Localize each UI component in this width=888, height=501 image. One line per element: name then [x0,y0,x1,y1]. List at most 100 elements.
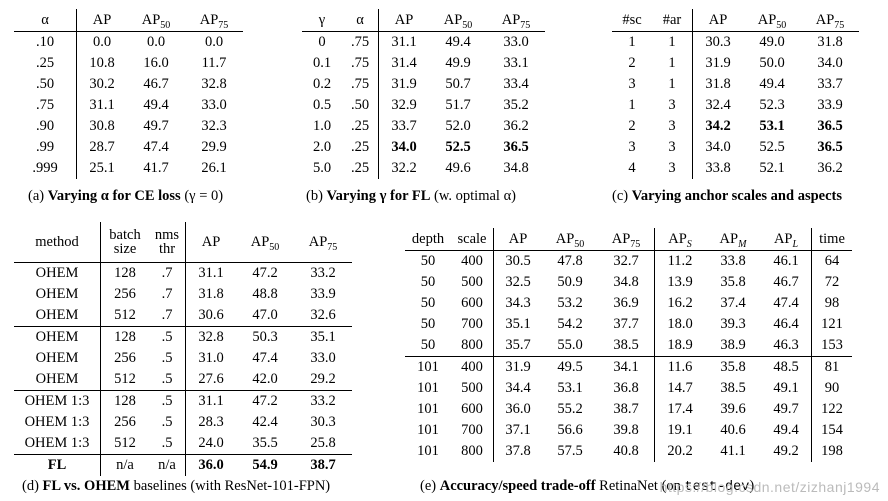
col-ap: AP [76,9,127,32]
table-row: 101 700 37.1 56.6 39.8 19.1 40.6 49.4 154 [405,420,852,441]
table-cell: 49.1 [761,378,812,399]
table-cell: 28.3 [198,414,224,430]
col-time: time [811,228,852,251]
table-cell: 54.9 [236,454,294,476]
table-cell: 47.0 [252,307,278,323]
caption-a: (a) Varying α for CE loss (γ = 0) [28,188,224,204]
table-cell: 256 [114,286,136,302]
table-cell: 55.2 [557,401,583,417]
table-cell: 34.1 [598,356,655,378]
table-cell: .75 [14,95,77,116]
table-cell: 49.5 [542,356,598,378]
col-aps: APS [654,228,705,251]
table-cell: 25.8 [310,435,336,451]
table-cell: 3 [652,137,693,158]
table-row: .10 0.0 0.0 0.0 [14,31,243,53]
table-cell: .5 [149,433,186,455]
table-cell: 33.8 [720,253,746,269]
table-cell: OHEM 1:3 [14,412,101,433]
table-cell: 47.4 [252,350,278,366]
table-a: α AP AP50 AP75 .10 0.0 0.0 0.0 .25 10.8 16.0 11… [14,9,243,179]
table-cell: 49.4 [759,76,785,92]
table-cell: OHEM [14,284,101,305]
table-cell: 35.1 [294,326,352,348]
table-cell: 33.9 [817,97,843,113]
table-cell: 64 [824,253,840,269]
table-cell: 35.7 [505,337,531,353]
table-cell: .90 [14,116,77,137]
table-cell: .25 [342,137,379,158]
table-cell: 57.5 [557,443,583,459]
table-cell: .5 [149,369,186,391]
table-cell: 256 [114,414,136,430]
table-cell: 3 [628,76,636,92]
table-cell: 56.6 [557,422,583,438]
table-b: γ α AP AP50 AP75 0 .75 31.1 49.4 33.0 0.1 .75 3… [302,9,545,179]
table-cell: OHEM 1:3 [14,433,101,455]
table-cell: 50.3 [236,326,294,348]
table-cell: 38.9 [720,337,746,353]
table-cell: 101 [417,401,439,417]
col-ap75: AP75 [185,9,243,32]
table-cell: 29.9 [201,139,227,155]
table-cell: 128 [100,390,149,412]
table-cell: 81 [811,356,852,378]
table-cell: 30.8 [89,118,115,134]
table-cell: 46.7 [143,76,169,92]
table-cell: 49.6 [445,160,471,176]
table-cell: 49.0 [759,34,785,50]
table-cell: .25 [342,158,379,179]
table-cell: 52.3 [759,97,785,113]
caption-c: (c) Varying anchor scales and aspects [612,188,842,204]
table-cell: 49.7 [143,118,169,134]
table-cell: 52.5 [759,139,785,155]
col-alpha: α [342,9,379,32]
table-cell: 1 [652,74,693,95]
table-cell: 54.2 [557,316,583,332]
col-apl: APL [761,228,812,251]
table-cell: 35.8 [720,274,746,290]
table-cell: 33.8 [705,160,731,176]
col-ap75: AP75 [801,9,859,32]
table-cell: 31.1 [89,97,115,113]
table-cell: 800 [451,335,494,357]
table-cell: 800 [451,441,494,462]
table-cell: 50.9 [557,274,583,290]
table-cell: 37.1 [505,422,531,438]
table-cell: 13.9 [667,274,693,290]
table-cell: 3 [652,95,693,116]
table-row: 0.1 .75 31.4 49.9 33.1 [302,53,545,74]
table-cell: 128 [114,265,136,281]
table-cell: 32.3 [201,118,227,134]
table-cell: 47.4 [143,139,169,155]
table-cell: 32.2 [391,160,417,176]
table-cell: 33.0 [503,34,529,50]
table-cell: 52.0 [445,118,471,134]
table-cell: 31.9 [705,55,731,71]
table-row: 1 1 30.3 49.0 31.8 [612,31,859,53]
table-cell: 33.9 [310,286,336,302]
table-cell: 33.7 [817,76,843,92]
table-cell: 11.6 [654,356,705,378]
table-cell: 48.8 [252,286,278,302]
table-cell: .7 [149,305,186,327]
table-cell: 30.2 [89,76,115,92]
table-cell: 38.5 [720,380,746,396]
table-cell: 28.7 [89,139,115,155]
table-cell: 53.2 [557,295,583,311]
table-row: 101 800 37.8 57.5 40.8 20.2 41.1 49.2 198 [405,441,852,462]
table-row: 0 .75 31.1 49.4 33.0 [302,31,545,53]
col-ap: AP [378,9,429,32]
col-ap50: AP50 [127,9,185,32]
table-cell: 50 [420,295,436,311]
table-cell: .50 [14,74,77,95]
table-row: 5.0 .25 32.2 49.6 34.8 [302,158,545,179]
table-cell: 52.1 [759,160,785,176]
table-cell: 1.0 [312,118,332,134]
table-cell: 31.8 [705,76,731,92]
table-cell: 31.1 [185,390,236,412]
table-cell: 31.8 [817,34,843,50]
table-cell: 35.2 [503,97,529,113]
table-row: 0.2 .75 31.9 50.7 33.4 [302,74,545,95]
table-cell: 700 [451,314,494,335]
